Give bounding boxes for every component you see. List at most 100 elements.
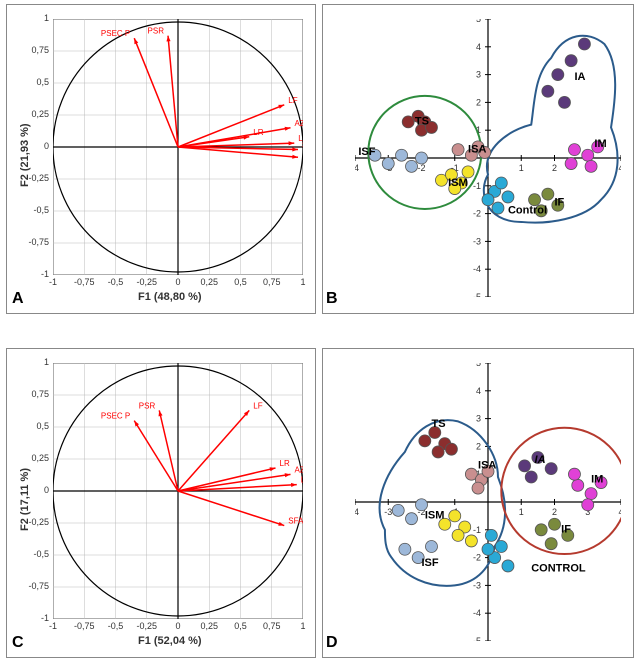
data-point — [485, 529, 497, 541]
loading-vector — [178, 491, 284, 526]
y-tick-label: 3 — [476, 70, 481, 80]
x-tick-label: -4 — [355, 507, 359, 517]
data-point — [399, 543, 411, 555]
data-point — [502, 560, 514, 572]
group-label: ISM — [448, 177, 468, 189]
data-point — [545, 538, 557, 550]
data-point — [482, 194, 494, 206]
data-point — [495, 177, 507, 189]
y-tick: 0,25 — [23, 110, 49, 119]
y-tick: 0,75 — [23, 46, 49, 55]
loading-label: LR — [253, 128, 263, 137]
data-point — [572, 479, 584, 491]
y-axis-label: F2 (21,93 %) — [19, 123, 31, 187]
group-label: CONTROL — [531, 563, 586, 575]
group-label: IA — [535, 454, 546, 466]
y-tick-label: 5 — [476, 363, 481, 368]
group-label: Control — [508, 205, 547, 217]
loading-vector — [178, 410, 249, 491]
loading-label: AZOTE — [295, 119, 304, 128]
data-point — [406, 513, 418, 525]
panel-letter: C — [12, 634, 24, 652]
data-point — [465, 535, 477, 547]
panel-b: -4-3-2-11234-5-4-3-2-112345TSIAISAISMISF… — [322, 4, 634, 314]
data-point — [445, 443, 457, 455]
data-point — [472, 482, 484, 494]
panel-letter: D — [326, 634, 338, 652]
loading-label: PSR — [148, 27, 165, 36]
y-tick-label: -3 — [473, 580, 481, 590]
data-point — [482, 543, 494, 555]
data-point — [565, 158, 577, 170]
y-axis-label: F2 (17,11 %) — [19, 468, 31, 531]
group-label: ISA — [468, 143, 486, 155]
x-tick-label: 2 — [552, 163, 557, 173]
x-axis-label: F1 (52,04 %) — [138, 635, 202, 647]
x-tick: -0,75 — [72, 622, 96, 631]
y-tick-label: -1 — [473, 525, 481, 535]
data-point — [545, 463, 557, 475]
loading-label: LR — [280, 459, 290, 468]
group-label: ISM — [425, 510, 445, 522]
x-tick: -1 — [41, 622, 65, 631]
x-tick: -0,25 — [135, 278, 159, 287]
loading-vector — [159, 410, 178, 491]
x-tick: 0,5 — [229, 622, 253, 631]
data-point — [582, 499, 594, 511]
data-point — [396, 149, 408, 161]
y-tick-label: 2 — [476, 97, 481, 107]
data-point — [449, 510, 461, 522]
loading-plot: PSEC PPSRLFLRAZOTELong epi FSFAE — [53, 363, 303, 619]
scatter-plot: -4-3-2-11234-5-4-3-2-112345TSIAISAISMISF… — [355, 19, 621, 297]
panel-c: PSEC PPSRLFLRAZOTELong epi FSFAE-1-0,75-… — [6, 348, 316, 658]
x-tick: 1 — [291, 278, 315, 287]
y-tick: -0,5 — [23, 550, 49, 559]
x-axis-label: F1 (48,80 %) — [138, 291, 202, 303]
data-point — [452, 529, 464, 541]
x-tick: 0,5 — [229, 278, 253, 287]
data-point — [542, 85, 554, 97]
y-tick: 1 — [23, 358, 49, 367]
loading-label: AZOTE — [295, 465, 304, 474]
data-point — [535, 524, 547, 536]
x-tick-label: -2 — [417, 163, 425, 173]
group-label: IM — [591, 474, 603, 486]
x-tick: -0,75 — [72, 278, 96, 287]
y-tick-label: 5 — [476, 19, 481, 24]
data-point — [519, 460, 531, 472]
y-tick: 0,5 — [23, 422, 49, 431]
y-tick: -1 — [23, 270, 49, 279]
group-label: TS — [431, 418, 445, 430]
x-tick: -0,25 — [135, 622, 159, 631]
y-tick: 0,5 — [23, 78, 49, 87]
data-point — [585, 160, 597, 172]
x-tick: -0,5 — [104, 622, 128, 631]
data-point — [452, 144, 464, 156]
y-tick-label: -5 — [473, 636, 481, 641]
panel-letter: A — [12, 290, 24, 308]
data-point — [432, 446, 444, 458]
data-point — [425, 540, 437, 552]
group-label: IF — [555, 196, 565, 208]
data-point — [382, 158, 394, 170]
y-tick-label: -4 — [473, 608, 481, 618]
y-tick: 0,25 — [23, 454, 49, 463]
y-tick-label: -1 — [473, 181, 481, 191]
cluster-outline — [368, 96, 481, 209]
data-point — [416, 152, 428, 164]
data-point — [542, 188, 554, 200]
x-tick-label: 4 — [618, 507, 621, 517]
data-point — [568, 468, 580, 480]
loading-label: PSEC P — [101, 412, 130, 421]
panel-d: -4-3-2-11234-5-4-3-2-112345TSISAIAISMISF… — [322, 348, 634, 658]
loading-label: LF — [288, 96, 297, 105]
group-label: IM — [594, 138, 606, 150]
group-label: ISA — [478, 460, 496, 472]
group-label: ISF — [358, 146, 375, 158]
y-tick: -1 — [23, 614, 49, 623]
x-tick-label: -3 — [384, 507, 392, 517]
data-point — [525, 471, 537, 483]
y-tick-label: -3 — [473, 236, 481, 246]
x-tick-label: -4 — [355, 163, 359, 173]
data-point — [502, 191, 514, 203]
